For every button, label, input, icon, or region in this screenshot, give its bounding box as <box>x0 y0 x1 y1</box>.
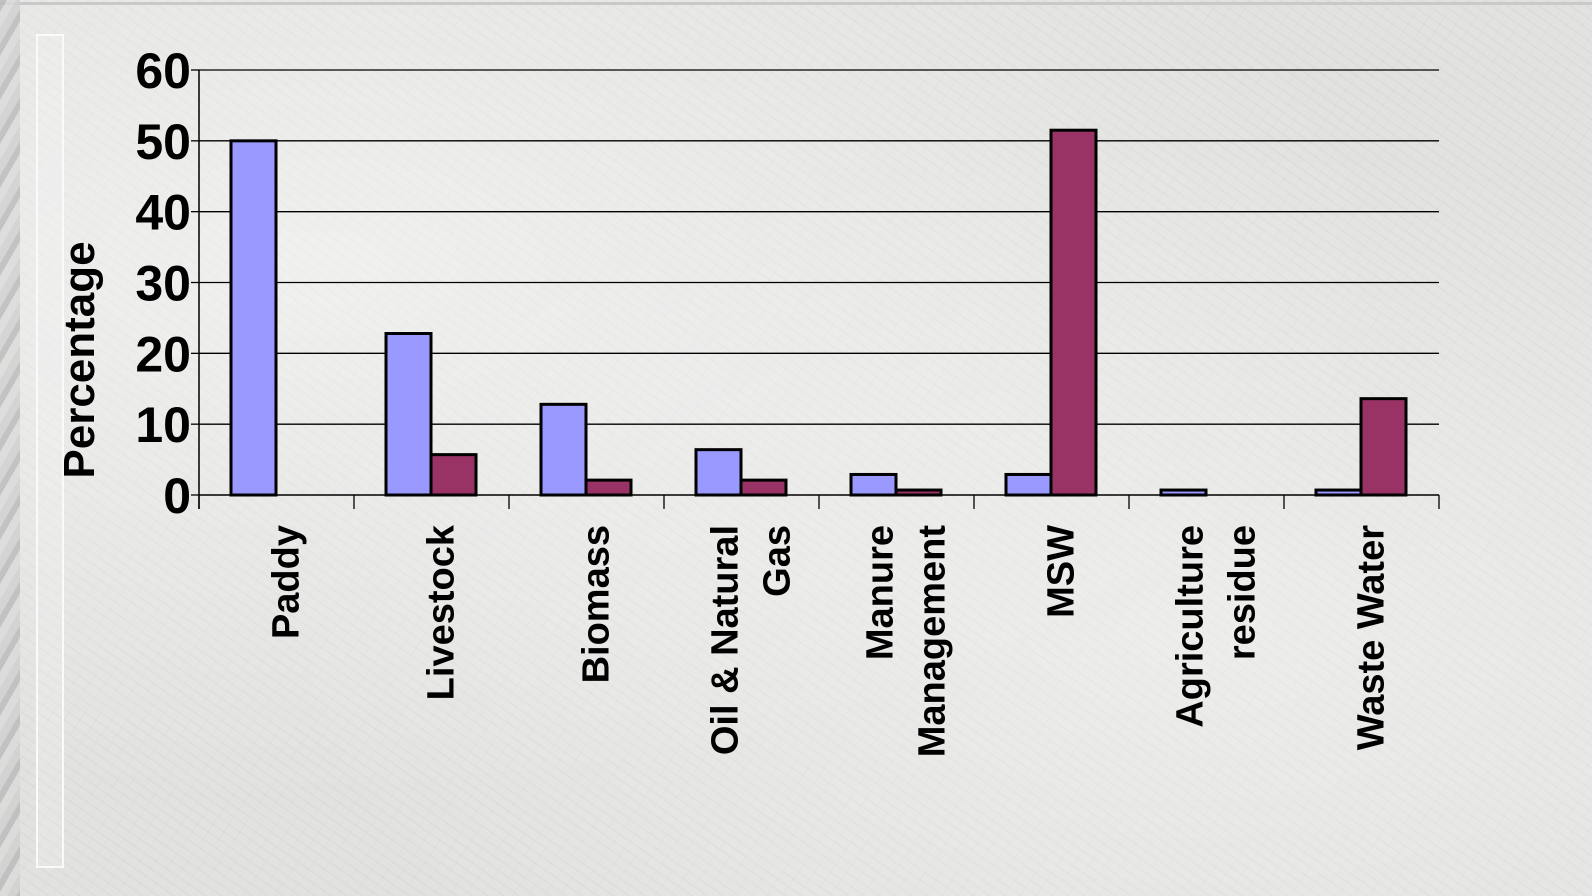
axes <box>191 69 1440 509</box>
category-label: Waste Water <box>1351 525 1393 750</box>
category-label: Paddy <box>266 525 308 639</box>
bar-series-2 <box>739 478 788 497</box>
category-label: Gas <box>757 525 799 597</box>
y-tick-label: 40 <box>135 185 191 241</box>
bar-series-1 <box>1004 472 1053 497</box>
decorative-side-strip <box>0 0 20 896</box>
category-label: Manure <box>860 525 902 660</box>
bar-series-1 <box>384 332 433 497</box>
category-label: Agriculture <box>1170 525 1212 728</box>
category-labels: Paddy Livestock Biomass Oil & Natural Gas Man… <box>266 524 1393 757</box>
bar-series-2 <box>1359 397 1408 497</box>
left-decorative-panel <box>36 34 64 868</box>
y-tick-label: 10 <box>135 397 191 453</box>
bar-series-1 <box>849 472 898 497</box>
category-label: Management <box>912 525 954 758</box>
bar-series-2 <box>584 478 633 497</box>
bars <box>229 128 1408 497</box>
y-tick-label: 30 <box>135 256 191 312</box>
y-tick-label: 50 <box>135 114 191 170</box>
bar-series-1 <box>694 448 743 497</box>
slide-top-border <box>0 2 1592 5</box>
bar-series-1 <box>229 139 278 497</box>
category-label: Livestock <box>421 524 463 700</box>
bar-series-2 <box>1049 128 1098 497</box>
y-tick-label: 60 <box>135 43 191 99</box>
y-tick-labels: 0 10 20 30 40 50 60 <box>135 43 191 524</box>
bar-series-2 <box>429 453 478 497</box>
category-label: residue <box>1222 525 1264 660</box>
category-label: Biomass <box>576 525 618 683</box>
y-axis-title: Percentage <box>55 241 104 478</box>
bar-series-1 <box>539 402 588 497</box>
y-tick-label: 0 <box>163 468 191 524</box>
category-label: Oil & Natural <box>705 525 747 755</box>
category-label: MSW <box>1041 525 1083 618</box>
y-tick-label: 20 <box>135 326 191 382</box>
